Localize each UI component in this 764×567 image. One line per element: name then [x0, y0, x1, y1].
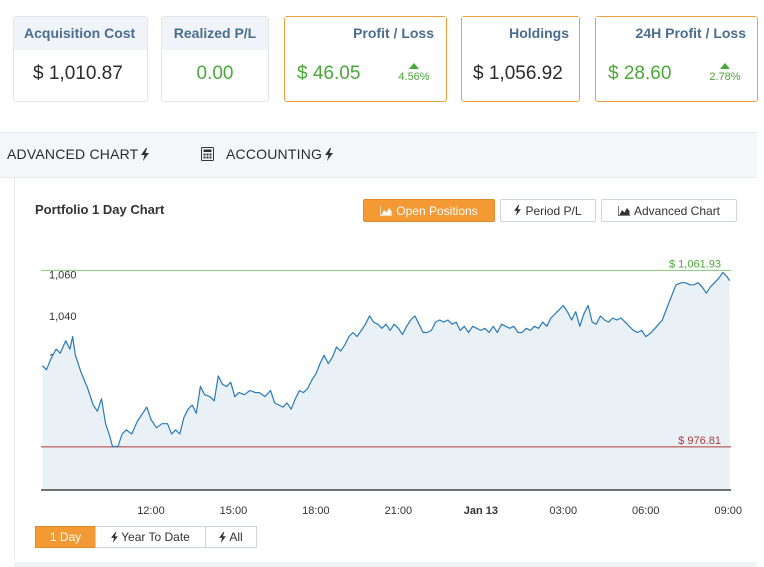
advanced-chart-button[interactable]: Advanced Chart — [601, 199, 737, 222]
advanced-chart-label: Advanced Chart — [633, 203, 721, 218]
profit-loss-24h-value: $ 28.60 — [608, 63, 672, 84]
realized-pl-value: 0.00 — [196, 63, 234, 84]
range-1-day-label: 1 Day — [49, 530, 82, 544]
x-tick-label: 18:00 — [302, 505, 330, 517]
bolt-icon — [325, 147, 334, 161]
x-tick-label: 06:00 — [632, 505, 660, 517]
calculator-icon — [201, 147, 214, 161]
bolt-icon — [514, 205, 522, 216]
range-1-day-button[interactable]: 1 Day — [35, 526, 96, 548]
holdings-label: Holdings — [462, 17, 579, 50]
x-tick-label: 03:00 — [550, 505, 578, 517]
acquisition-cost-value: $ 1,010.87 — [33, 63, 123, 84]
x-tick-label: 09:00 — [714, 505, 742, 517]
profit-loss-label: Profit / Loss — [285, 17, 446, 50]
profit-loss-24h-card: 24H Profit / Loss $ 28.60 2.78% — [595, 16, 758, 102]
holdings-value: $ 1,056.92 — [473, 63, 563, 84]
y-tick-label: 1,060 — [49, 269, 77, 281]
y-tick-label: 1,040 — [49, 311, 77, 323]
realized-pl-label: Realized P/L — [162, 17, 268, 50]
profit-loss-value: $ 46.05 — [297, 63, 361, 84]
chart-title: Portfolio 1 Day Chart — [35, 202, 165, 217]
bolt-icon — [219, 531, 227, 543]
high-label: $ 1,061.93 — [669, 258, 721, 270]
period-pl-label: Period P/L — [525, 203, 582, 218]
range-ytd-button[interactable]: Year To Date — [95, 526, 206, 548]
bolt-icon — [111, 531, 119, 543]
range-all-label: All — [229, 530, 243, 544]
arrow-up-icon — [720, 63, 730, 69]
x-tick-label: Jan 13 — [464, 505, 498, 517]
arrow-up-icon — [409, 63, 419, 69]
profit-loss-change: 4.56% — [394, 63, 434, 83]
acquisition-cost-card: Acquisition Cost $ 1,010.87 — [13, 16, 148, 102]
series-line — [41, 271, 731, 448]
tab-accounting-label: ACCOUNTING — [226, 146, 323, 162]
range-ytd-label: Year To Date — [121, 530, 190, 544]
open-positions-button[interactable]: Open Positions — [363, 199, 495, 222]
holdings-card: Holdings $ 1,056.92 — [461, 16, 580, 102]
profit-loss-percent: 4.56% — [398, 71, 430, 83]
x-tick-label: 12:00 — [137, 505, 165, 517]
profit-loss-24h-change: 2.78% — [705, 63, 745, 83]
x-tick-label: 15:00 — [220, 505, 248, 517]
x-tick-label: 21:00 — [385, 505, 413, 517]
open-positions-label: Open Positions — [396, 203, 478, 218]
realized-pl-card: Realized P/L 0.00 — [161, 16, 269, 102]
area-chart-icon — [380, 205, 393, 216]
panel-footer — [14, 562, 757, 567]
period-pl-button[interactable]: Period P/L — [500, 199, 596, 222]
section-tabs: ADVANCED CHART ACCOUNTING — [0, 132, 757, 178]
profit-loss-24h-label: 24H Profit / Loss — [596, 17, 757, 50]
profit-loss-card: Profit / Loss $ 46.05 4.56% — [284, 16, 447, 102]
area-chart-icon — [617, 205, 630, 216]
tab-advanced-chart[interactable]: ADVANCED CHART — [7, 146, 150, 162]
tab-advanced-chart-label: ADVANCED CHART — [7, 146, 139, 162]
profit-loss-24h-percent: 2.78% — [709, 71, 741, 83]
range-all-button[interactable]: All — [205, 526, 257, 548]
bolt-icon — [141, 147, 150, 161]
series-area — [42, 272, 730, 490]
tab-accounting[interactable]: ACCOUNTING — [201, 146, 334, 162]
low-label: $ 976.81 — [678, 435, 721, 447]
acquisition-cost-label: Acquisition Cost — [14, 17, 147, 50]
